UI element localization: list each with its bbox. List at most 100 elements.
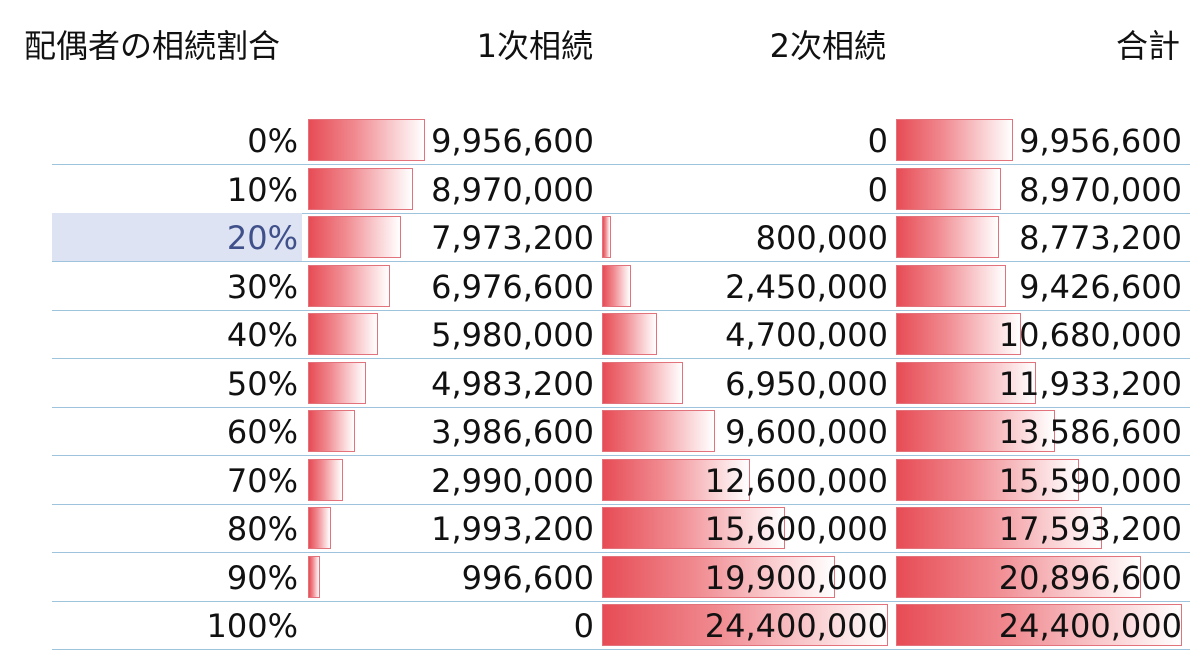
cell-spouse-ratio[interactable]: 20%	[52, 213, 302, 261]
data-bar	[896, 361, 1036, 404]
cell-value: 11,933,200	[998, 364, 1182, 403]
cell-total[interactable]: 9,956,600	[894, 116, 1186, 164]
cell-first-inheritance[interactable]: 0	[306, 601, 598, 649]
cell-first-inheritance[interactable]: 996,600	[306, 553, 598, 601]
cell-first-inheritance[interactable]: 8,970,000	[306, 165, 598, 213]
data-bar	[308, 313, 379, 355]
cell-total[interactable]: 24,400,000	[894, 601, 1186, 649]
cell-total[interactable]: 15,590,000	[894, 456, 1186, 504]
cell-second-inheritance[interactable]: 15,600,000	[600, 504, 892, 552]
data-bar	[896, 458, 1079, 501]
data-bar	[602, 361, 684, 404]
data-bar	[896, 119, 1013, 161]
table-row: 80% 1,993,200 15,600,000 17,593,200	[52, 504, 1190, 553]
cell-value: 9,956,600	[1019, 122, 1182, 160]
cell-total[interactable]: 13,586,600	[894, 407, 1186, 455]
cell-total[interactable]: 20,896,600	[894, 553, 1186, 601]
cell-value: 996,600	[461, 558, 594, 597]
data-bar	[308, 216, 402, 258]
cell-second-inheritance[interactable]: 800,000	[600, 213, 892, 261]
cell-total[interactable]: 9,426,600	[894, 262, 1186, 310]
cell-value: 6,976,600	[431, 267, 594, 306]
data-bar	[308, 264, 390, 307]
data-bar	[602, 264, 631, 307]
ratio-value: 70%	[226, 461, 298, 500]
cell-first-inheritance[interactable]: 7,973,200	[306, 213, 598, 261]
header-total[interactable]: 合計	[1115, 27, 1180, 65]
cell-spouse-ratio[interactable]: 50%	[52, 359, 302, 407]
cell-value: 10,680,000	[998, 316, 1182, 354]
data-bar	[308, 361, 367, 404]
cell-spouse-ratio[interactable]: 60%	[52, 407, 302, 455]
cell-second-inheritance[interactable]: 0	[600, 165, 892, 213]
cell-value: 1,993,200	[431, 510, 594, 548]
cell-first-inheritance[interactable]: 4,983,200	[306, 359, 598, 407]
cell-total[interactable]: 17,593,200	[894, 504, 1186, 552]
ratio-value: 100%	[206, 607, 298, 645]
cell-first-inheritance[interactable]: 2,990,000	[306, 456, 598, 504]
data-bar	[896, 507, 1103, 549]
ratio-value: 80%	[226, 510, 298, 548]
data-bar	[602, 410, 715, 452]
table-row: 90% 996,600 19,900,000 20,896,600	[52, 553, 1190, 602]
cell-second-inheritance[interactable]: 12,600,000	[600, 456, 892, 504]
cell-value: 800,000	[755, 219, 888, 257]
cell-first-inheritance[interactable]: 3,986,600	[306, 407, 598, 455]
data-bar	[896, 167, 1002, 210]
cell-second-inheritance[interactable]: 4,700,000	[600, 310, 892, 358]
data-bar	[896, 313, 1022, 355]
cell-value: 17,593,200	[998, 510, 1182, 548]
cell-value: 24,400,000	[704, 607, 888, 645]
header-second-inheritance[interactable]: 2次相続	[769, 27, 886, 65]
table-row: 50% 4,983,200 6,950,000 11,933,200	[52, 359, 1190, 408]
table-row: 0% 9,956,600 0 9,956,600	[52, 116, 1190, 165]
cell-spouse-ratio[interactable]: 100%	[52, 601, 302, 649]
cell-second-inheritance[interactable]: 6,950,000	[600, 359, 892, 407]
cell-total[interactable]: 8,773,200	[894, 213, 1186, 261]
cell-spouse-ratio[interactable]: 30%	[52, 262, 302, 310]
cell-second-inheritance[interactable]: 9,600,000	[600, 407, 892, 455]
cell-value: 0	[573, 607, 594, 645]
cell-first-inheritance[interactable]: 5,980,000	[306, 310, 598, 358]
header-first-inheritance[interactable]: 1次相続	[476, 27, 593, 65]
table-row: 70% 2,990,000 12,600,000 15,590,000	[52, 456, 1190, 505]
cell-first-inheritance[interactable]: 6,976,600	[306, 262, 598, 310]
cell-value: 24,400,000	[998, 607, 1182, 645]
cell-value: 4,983,200	[431, 364, 594, 403]
table-row: 30% 6,976,600 2,450,000 9,426,600	[52, 262, 1190, 311]
header-spouse-ratio[interactable]: 配偶者の相続割合	[24, 27, 281, 65]
cell-value: 2,450,000	[725, 267, 888, 306]
cell-first-inheritance[interactable]: 9,956,600	[306, 116, 598, 164]
ratio-value: 90%	[226, 558, 298, 597]
data-bar	[602, 216, 612, 258]
data-bar	[896, 410, 1056, 452]
cell-spouse-ratio[interactable]: 10%	[52, 165, 302, 213]
data-bar	[308, 119, 425, 161]
ratio-value: 40%	[226, 316, 298, 354]
cell-total[interactable]: 11,933,200	[894, 359, 1186, 407]
cell-value: 4,700,000	[725, 316, 888, 354]
cell-spouse-ratio[interactable]: 70%	[52, 456, 302, 504]
cell-second-inheritance[interactable]: 0	[600, 116, 892, 164]
ratio-value: 20%	[226, 219, 298, 257]
cell-value: 8,970,000	[1019, 170, 1182, 209]
data-bar	[602, 458, 750, 501]
cell-first-inheritance[interactable]: 1,993,200	[306, 504, 598, 552]
data-bar	[602, 604, 888, 646]
cell-spouse-ratio[interactable]: 90%	[52, 553, 302, 601]
cell-value: 0	[867, 170, 888, 209]
cell-total[interactable]: 10,680,000	[894, 310, 1186, 358]
data-bar	[896, 216, 999, 258]
cell-second-inheritance[interactable]: 24,400,000	[600, 601, 892, 649]
table-row: 100% 0 24,400,000 24,400,000	[52, 601, 1190, 650]
cell-total[interactable]: 8,970,000	[894, 165, 1186, 213]
header-row: 配偶者の相続割合 1次相続 2次相続 合計	[0, 0, 1200, 80]
cell-spouse-ratio[interactable]: 80%	[52, 504, 302, 552]
cell-second-inheritance[interactable]: 2,450,000	[600, 262, 892, 310]
data-bar	[896, 264, 1007, 307]
cell-spouse-ratio[interactable]: 40%	[52, 310, 302, 358]
cell-second-inheritance[interactable]: 19,900,000	[600, 553, 892, 601]
cell-spouse-ratio[interactable]: 0%	[52, 116, 302, 164]
cell-value: 3,986,600	[431, 413, 594, 451]
